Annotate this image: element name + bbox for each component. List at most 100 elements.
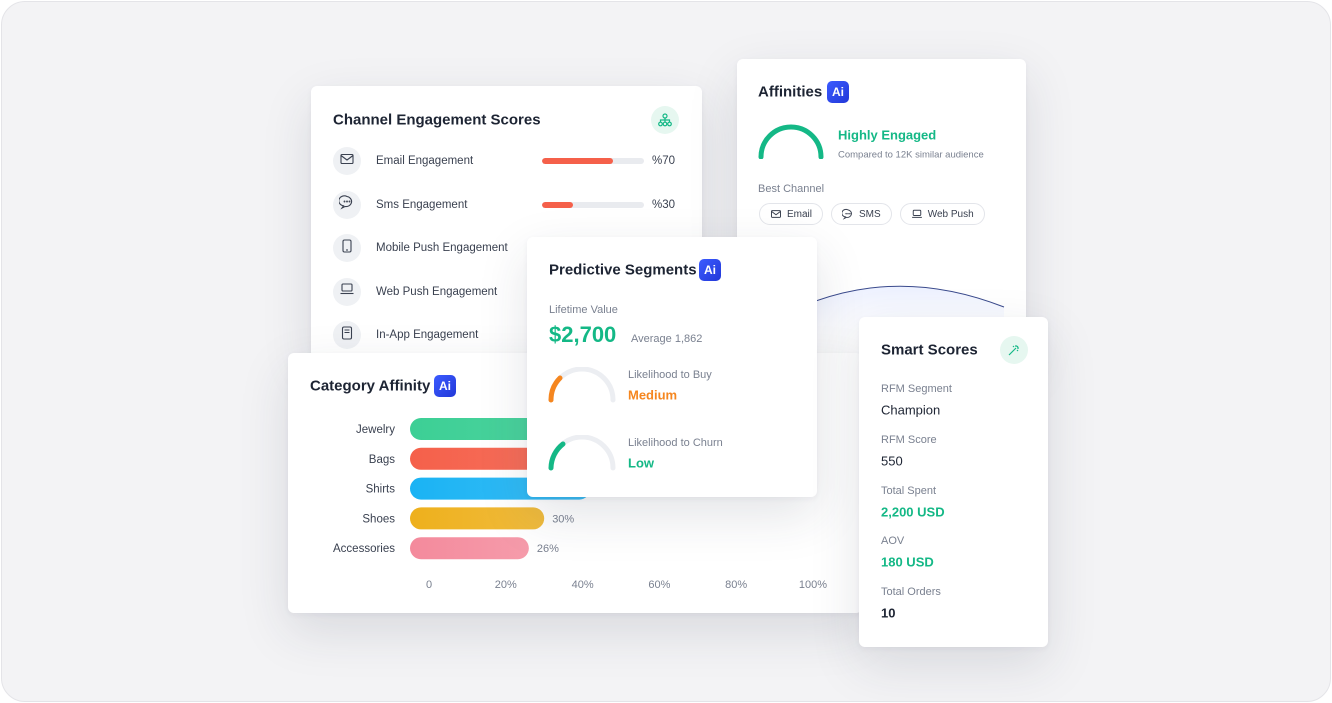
graphic (342, 238, 352, 253)
buy-gauge (548, 367, 616, 403)
channel-chip: Web Push (899, 203, 985, 225)
channel-label: Web Push Engagement (376, 285, 498, 298)
label: Lifetime Value (549, 304, 618, 316)
channel-chip: SMS (831, 203, 892, 225)
icon (842, 208, 854, 220)
graphic (340, 153, 354, 164)
chip-label: SMS (859, 208, 881, 220)
graphic (842, 208, 852, 220)
graphic (338, 195, 353, 210)
graphic (758, 124, 824, 159)
level: Medium (628, 387, 678, 403)
icon (911, 208, 923, 220)
bar (410, 507, 545, 530)
graphic (842, 208, 852, 220)
score-label: RFM Score (881, 433, 937, 446)
icon (338, 194, 355, 215)
ai-badge: Ai (434, 375, 456, 397)
graphic (847, 212, 849, 215)
card-title: Category Affinity (310, 377, 431, 395)
channel-icon (333, 321, 361, 349)
score-label: Total Spent (881, 484, 937, 497)
channel-chips: Email SMS Web Push (759, 203, 985, 225)
graphic (338, 195, 353, 210)
smart-scores-card: Smart Scores RFM Segment Champion RFM Scor… (859, 317, 1048, 647)
graphic (1008, 345, 1019, 356)
graphic (658, 113, 672, 127)
channel-icon (333, 190, 361, 219)
x-tick-label: 80% (725, 579, 747, 591)
graphic (771, 210, 781, 218)
ai-badge: Ai (699, 259, 721, 281)
icon (651, 106, 679, 134)
predictive-segments-card: Predictive Segments Ai Lifetime Value $2… (527, 237, 817, 497)
channel-label: Mobile Push Engagement (376, 242, 508, 254)
note: Compared to 12K similar audience (838, 149, 984, 161)
chip-label: Email (787, 208, 813, 220)
graphic (845, 212, 847, 215)
channel-label: Sms Engagement (376, 198, 468, 211)
graphic (340, 153, 354, 164)
score-value: Champion (881, 402, 941, 418)
score-value: 180 USD (881, 554, 934, 570)
engagement-status: Highly Engaged (838, 127, 937, 143)
category-label: Shoes (362, 513, 395, 525)
label: Likelihood to Buy (628, 369, 712, 381)
graphic (912, 209, 921, 216)
channel-label: In-App Engagement (376, 329, 479, 341)
channel-engagement-card: Channel Engagement Scores Email Engageme… (311, 86, 702, 358)
progress-track (542, 201, 644, 208)
graphic (340, 154, 354, 161)
graphic (548, 435, 616, 471)
icon (339, 281, 355, 302)
icon (1000, 336, 1028, 364)
value-label: 26% (537, 543, 559, 555)
graphic (341, 283, 353, 292)
category-label: Jewelry (356, 424, 395, 436)
churn-gauge (548, 435, 616, 471)
channel-chip: Email (759, 203, 824, 225)
graphic (344, 328, 350, 333)
progress-track (542, 158, 644, 164)
chip-label: Web Push (927, 208, 974, 220)
x-tick-label: 100% (799, 579, 827, 591)
category-label: Shirts (366, 484, 396, 496)
ai-badge: Ai (827, 81, 849, 103)
graphic (341, 325, 353, 340)
value-label: %70 (652, 155, 676, 167)
card-title: Affinities (758, 83, 823, 101)
label: Best Channel (758, 183, 825, 195)
graphic (341, 325, 353, 340)
icon (770, 208, 782, 220)
graphic (346, 200, 348, 203)
graphic (658, 121, 663, 127)
x-tick-label: 60% (648, 579, 670, 591)
channel-icon (333, 147, 361, 175)
x-tick-label: 20% (495, 579, 517, 591)
average: Average 1,862 (631, 333, 703, 345)
category-label: Accessories (333, 543, 395, 555)
graphic (667, 121, 672, 127)
score-label: Total Orders (881, 586, 941, 599)
icon (339, 238, 355, 259)
channel-icon (333, 277, 361, 306)
graphic (771, 210, 781, 218)
card-title: Channel Engagement Scores (333, 111, 541, 129)
score-label: RFM Segment (881, 383, 952, 395)
progress-bar (542, 201, 573, 208)
graphic (342, 238, 352, 253)
graphic (340, 283, 354, 295)
graphic (659, 118, 671, 122)
score-value: 10 (881, 605, 896, 621)
graphic (1008, 345, 1019, 356)
graphic (548, 375, 563, 403)
category-label: Bags (369, 454, 395, 466)
progress-bar (542, 158, 614, 164)
card-title: Predictive Segments (549, 261, 697, 279)
channel-icon (333, 234, 361, 262)
label: Likelihood to Churn (628, 437, 723, 449)
graphic (771, 210, 781, 216)
card-title: Smart Scores (881, 341, 978, 359)
graphic (662, 121, 668, 127)
